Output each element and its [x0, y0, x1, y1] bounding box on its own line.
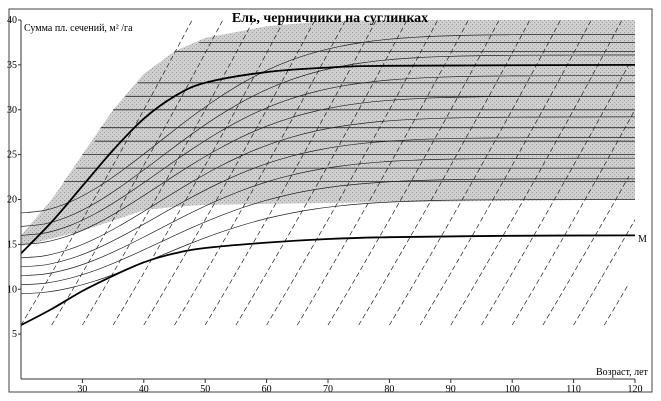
guide-line	[51, 20, 224, 326]
guide-line	[143, 20, 316, 326]
y-axis-label: Сумма пл. сечений, м² /га	[24, 23, 133, 34]
y-tick-label: 40	[7, 15, 17, 26]
guide-line	[174, 20, 347, 326]
y-ticks: 5 10 15 20 25 30 35 40	[7, 15, 21, 340]
guide-line	[450, 20, 623, 326]
guide-line	[511, 109, 635, 326]
x-tick-label: 50	[200, 384, 210, 395]
series-line-0	[21, 234, 635, 326]
x-tick-label: 60	[262, 384, 272, 395]
x-tick-label: 70	[323, 384, 333, 395]
x-tick-label: 110	[566, 384, 581, 395]
series-lines	[21, 64, 635, 326]
guide-line	[419, 20, 592, 326]
plot-area	[21, 20, 635, 326]
x-tick-label: 90	[446, 384, 456, 395]
y-tick-label: 35	[7, 60, 17, 71]
guide-line	[542, 176, 630, 326]
dashed-guide-lines	[21, 20, 635, 326]
y-tick-label: 20	[7, 195, 17, 206]
y-tick-label: 30	[7, 105, 17, 116]
series-label-m: M	[638, 234, 647, 245]
x-tick-label: 80	[384, 384, 394, 395]
guide-line	[327, 20, 500, 326]
guide-line	[481, 64, 630, 326]
guide-line	[112, 20, 285, 326]
family-curve	[21, 178, 635, 286]
guide-line	[296, 20, 469, 326]
guide-line	[204, 20, 377, 326]
family-curve	[21, 137, 635, 268]
x-tick-label: 120	[628, 384, 643, 395]
guide-line	[389, 20, 561, 326]
series-line-1	[21, 64, 635, 255]
guide-line	[82, 20, 254, 326]
y-tick-label: 15	[7, 239, 17, 250]
chart-title: Ель, черничники на суглинках	[232, 11, 428, 26]
y-tick-label: 10	[7, 284, 17, 295]
family-curve	[21, 54, 635, 227]
stocking-band	[21, 20, 635, 247]
guide-line	[235, 20, 408, 326]
x-ticks: 30 40 50 60 70 80 90 100 110 120	[77, 379, 643, 395]
x-axis-label: Возраст, лет	[596, 367, 649, 378]
y-tick-label: 5	[12, 329, 17, 340]
x-tick-label: 40	[139, 384, 149, 395]
y-tick-label: 25	[7, 150, 17, 161]
x-tick-label: 100	[505, 384, 520, 395]
family-curve	[21, 34, 635, 214]
guide-line	[358, 20, 531, 326]
x-tick-label: 30	[77, 384, 87, 395]
family-curve	[21, 116, 635, 259]
family-curve	[21, 75, 635, 236]
guide-line	[573, 219, 635, 326]
guide-line	[603, 283, 630, 326]
guide-line	[266, 20, 439, 326]
plateau-lines	[64, 42, 635, 182]
